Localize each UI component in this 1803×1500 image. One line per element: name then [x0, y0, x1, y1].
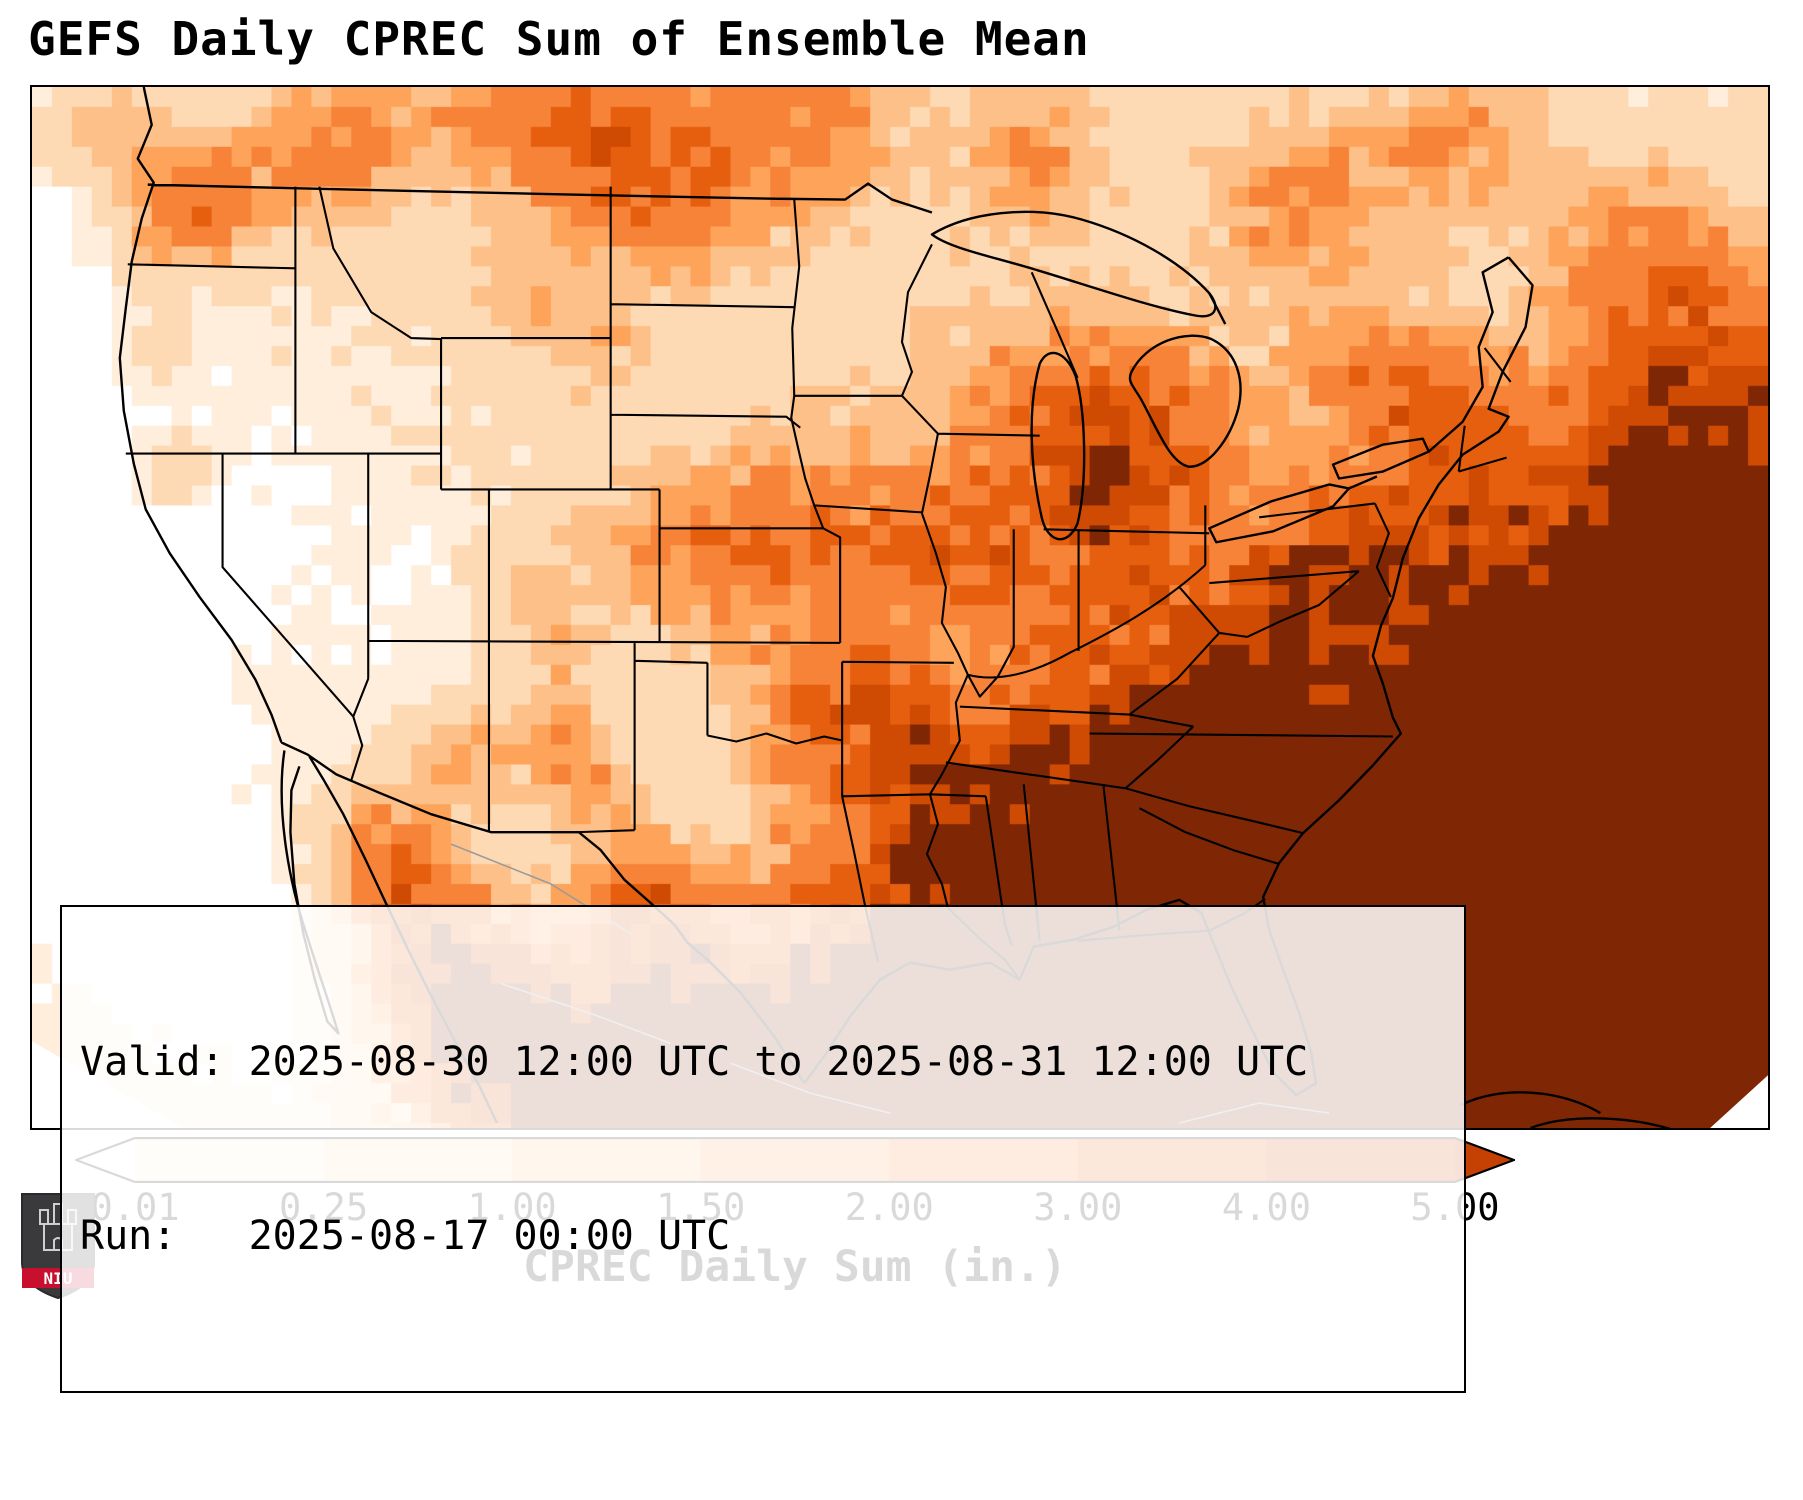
figure-title: GEFS Daily CPREC Sum of Ensemble Mean [28, 12, 1090, 66]
great-lakes-outline [930, 210, 1430, 544]
valid-text: Valid: 2025-08-30 12:00 UTC to 2025-08-3… [80, 1039, 1309, 1085]
projection-wedge-right [1710, 1075, 1768, 1128]
validity-info-box: Valid: 2025-08-30 12:00 UTC to 2025-08-3… [60, 905, 1466, 1393]
map-panel: Valid: 2025-08-30 12:00 UTC to 2025-08-3… [30, 85, 1770, 1393]
run-text: Run: 2025-08-17 00:00 UTC [80, 1213, 731, 1259]
state-lines-path [125, 186, 1512, 981]
